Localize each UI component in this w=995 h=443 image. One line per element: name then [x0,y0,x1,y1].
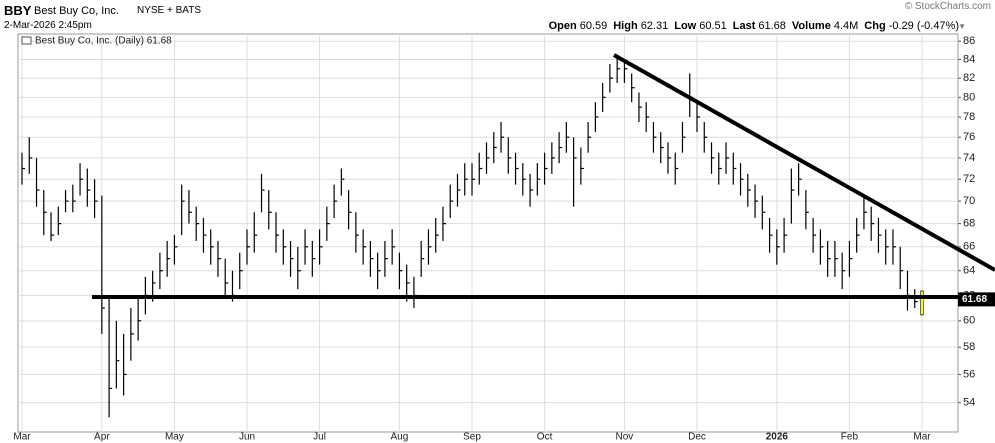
x-tick-label: Oct [537,432,553,443]
symbol: BBY [4,3,32,18]
quote-label: Low [674,20,697,32]
quote-value: 60.59 [579,20,608,32]
quote-label: Last [732,20,756,32]
y-tick-label: 82 [963,72,975,84]
y-tick-label: 84 [963,53,975,65]
quote-label: High [613,20,638,32]
exchange: NYSE + BATS [137,5,202,16]
y-tick-label: 74 [963,152,975,164]
y-tick-label: 60 [963,315,975,327]
y-tick-label: 86 [963,35,975,47]
y-tick-label: 68 [963,218,975,230]
y-tick-label: 80 [963,91,975,103]
y-tick-label: 58 [963,341,975,353]
x-tick-label: Mar [13,432,31,443]
plot-area [17,33,959,433]
quote-label: Open [548,20,577,32]
x-tick-label: Aug [391,432,409,443]
y-tick-label: 72 [963,173,975,185]
y-tick-label: 64 [963,265,975,277]
x-tick-label: Mar [913,432,931,443]
x-tick-label: Jun [239,432,255,443]
x-tick-label: Nov [616,432,634,443]
quote-label: Chg [864,20,886,32]
quote-label: Volume [791,20,831,32]
credit: © StockCharts.com [904,1,991,12]
quote-value: 60.51 [699,20,727,32]
x-tick-label: 2026 [766,432,789,443]
x-tick-label: Sep [463,432,481,443]
x-tick-label: Feb [841,432,859,443]
quote-value: 62.31 [640,20,669,32]
quote-value: -0.29 (-0.47%) [888,20,959,32]
y-tick-label: 70 [963,195,975,207]
last-price-tag [958,292,995,307]
quote-value: 4.4M [833,20,859,32]
header: BBY Best Buy Co, Inc. NYSE + BATS © Stoc… [0,0,995,34]
y-tick-label: 78 [963,111,975,123]
quote-value: 61.68 [758,20,786,32]
legend-text: Best Buy Co, Inc. (Daily) 61.68 [35,36,172,47]
x-tick-label: Apr [94,432,110,443]
resistance-line [613,53,995,272]
legend-icon [21,36,32,45]
last-price-label: 61.68 [962,294,987,305]
timestamp: 2-Mar-2026 2:45pm [4,20,92,31]
x-tick-label: May [165,432,184,443]
y-tick-label: 56 [963,368,975,380]
y-tick-label: 76 [963,131,975,143]
quote: Open 60.59 High 62.31 Low 60.51 Last 61.68 Volum… [549,20,965,32]
y-tick-label: 66 [963,241,975,253]
x-tick-label: Dec [688,432,706,443]
dropdown-arrow[interactable]: ▼ [958,22,966,31]
x-tick-label: Jul [313,432,326,443]
company-name: Best Buy Co, Inc. [34,5,119,17]
y-tick-label: 54 [963,397,975,409]
